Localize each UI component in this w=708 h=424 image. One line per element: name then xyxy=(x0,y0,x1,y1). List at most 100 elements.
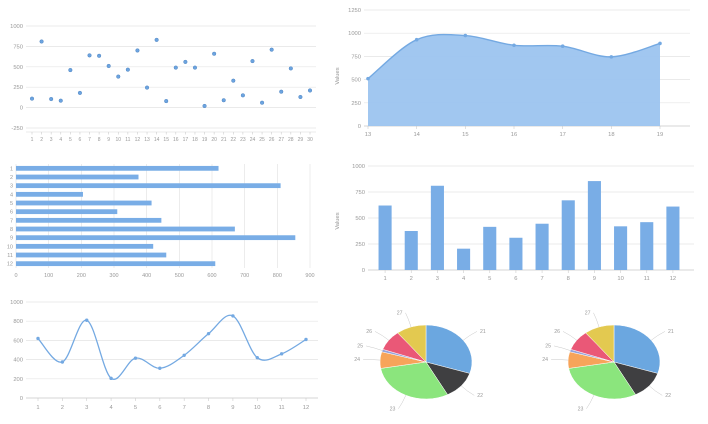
svg-text:400: 400 xyxy=(13,358,23,364)
svg-text:26: 26 xyxy=(366,329,372,335)
svg-text:4: 4 xyxy=(10,192,13,198)
svg-text:3: 3 xyxy=(10,184,13,190)
svg-text:Values: Values xyxy=(335,67,341,84)
svg-text:14: 14 xyxy=(413,132,420,138)
svg-text:4: 4 xyxy=(109,405,113,411)
svg-text:19: 19 xyxy=(202,137,208,143)
svg-text:1: 1 xyxy=(31,137,34,143)
svg-text:5: 5 xyxy=(69,137,72,143)
svg-text:26: 26 xyxy=(554,329,560,335)
svg-text:20: 20 xyxy=(211,137,217,143)
svg-text:900: 900 xyxy=(305,273,314,279)
svg-text:7: 7 xyxy=(88,137,91,143)
svg-text:600: 600 xyxy=(207,273,216,279)
svg-text:27: 27 xyxy=(397,311,403,317)
svg-text:6: 6 xyxy=(514,276,517,282)
svg-text:6: 6 xyxy=(79,137,82,143)
area-canvas: 0 250 500 750 1000 1250 Values 13 14 15 16 17 18 19 xyxy=(335,8,690,138)
svg-text:750: 750 xyxy=(351,54,361,60)
svg-text:200: 200 xyxy=(13,377,23,383)
svg-text:25: 25 xyxy=(357,344,363,350)
svg-text:1000: 1000 xyxy=(10,24,23,30)
svg-text:5: 5 xyxy=(10,201,13,207)
svg-text:750: 750 xyxy=(355,190,365,196)
svg-text:5: 5 xyxy=(134,405,137,411)
svg-text:3: 3 xyxy=(436,276,439,282)
svg-text:30: 30 xyxy=(307,137,313,143)
svg-text:800: 800 xyxy=(273,273,282,279)
pie-charts-panel: 21 22 23 24 25 26 27 21 22 23 24 25 26 27 xyxy=(332,290,708,424)
svg-text:250: 250 xyxy=(355,242,365,248)
svg-text:600: 600 xyxy=(13,338,23,344)
svg-text:3: 3 xyxy=(85,405,88,411)
vertical-bar-chart: 0 250 500 750 1000 Values 1 2 3 4 5 6 7 8 9 10 11 12 xyxy=(332,152,708,290)
svg-text:10: 10 xyxy=(254,405,260,411)
svg-text:3: 3 xyxy=(50,137,53,143)
svg-text:15: 15 xyxy=(462,132,468,138)
svg-text:800: 800 xyxy=(13,319,23,325)
svg-text:29: 29 xyxy=(298,137,304,143)
svg-text:1000: 1000 xyxy=(348,31,361,37)
svg-text:1000: 1000 xyxy=(10,300,23,306)
svg-text:9: 9 xyxy=(231,405,234,411)
svg-text:24: 24 xyxy=(250,137,256,143)
svg-text:8: 8 xyxy=(567,276,570,282)
svg-text:1: 1 xyxy=(383,276,386,282)
svg-text:21: 21 xyxy=(480,329,486,335)
scatter-chart: -250 0 250 500 750 1000 1 2 3 4 5 6 7 8 9 10 11 12 13 14 15 1… xyxy=(0,0,332,152)
svg-text:1: 1 xyxy=(36,405,39,411)
svg-text:12: 12 xyxy=(7,262,13,268)
svg-text:25: 25 xyxy=(545,344,551,350)
svg-text:12: 12 xyxy=(135,137,141,143)
svg-text:16: 16 xyxy=(173,137,179,143)
svg-text:8: 8 xyxy=(98,137,101,143)
pie2-canvas: 21 22 23 24 25 26 27 xyxy=(542,311,674,413)
horizontal-bar-chart: 0 100 200 300 400 500 600 700 800 900 1 2 3 4 5 6 7 8 9 10 1… xyxy=(0,152,332,290)
svg-text:27: 27 xyxy=(585,311,591,317)
svg-text:18: 18 xyxy=(608,132,614,138)
svg-text:-250: -250 xyxy=(11,126,23,132)
svg-text:250: 250 xyxy=(351,101,361,107)
svg-text:7: 7 xyxy=(183,405,186,411)
svg-text:4: 4 xyxy=(462,276,466,282)
svg-text:0: 0 xyxy=(358,124,361,130)
svg-text:23: 23 xyxy=(578,406,584,412)
svg-text:250: 250 xyxy=(13,85,23,91)
svg-text:200: 200 xyxy=(77,273,86,279)
svg-text:17: 17 xyxy=(183,137,189,143)
barh-canvas: 0 100 200 300 400 500 600 700 800 900123456789101… xyxy=(7,164,315,279)
svg-text:12: 12 xyxy=(303,405,309,411)
svg-text:100: 100 xyxy=(44,273,53,279)
svg-text:1000: 1000 xyxy=(352,164,365,170)
svg-text:14: 14 xyxy=(154,137,160,143)
svg-text:8: 8 xyxy=(207,405,210,411)
svg-text:22: 22 xyxy=(231,137,237,143)
svg-text:21: 21 xyxy=(668,329,674,335)
svg-text:2: 2 xyxy=(61,405,64,411)
svg-text:5: 5 xyxy=(488,276,491,282)
svg-text:8: 8 xyxy=(10,227,13,233)
svg-text:11: 11 xyxy=(125,137,130,143)
svg-text:23: 23 xyxy=(240,137,246,143)
svg-text:500: 500 xyxy=(175,273,184,279)
svg-text:10: 10 xyxy=(7,244,13,250)
svg-text:10: 10 xyxy=(115,137,121,143)
pie-chart-2: 21 22 23 24 25 26 27 xyxy=(520,290,708,424)
svg-text:0: 0 xyxy=(20,106,23,112)
svg-text:500: 500 xyxy=(355,216,365,222)
svg-text:7: 7 xyxy=(540,276,543,282)
svg-text:4: 4 xyxy=(59,137,62,143)
svg-text:10: 10 xyxy=(617,276,623,282)
svg-text:28: 28 xyxy=(288,137,294,143)
svg-text:2: 2 xyxy=(410,276,413,282)
svg-text:19: 19 xyxy=(657,132,663,138)
svg-text:1250: 1250 xyxy=(348,8,361,14)
svg-text:24: 24 xyxy=(354,357,360,363)
svg-text:6: 6 xyxy=(10,210,13,216)
svg-text:2: 2 xyxy=(40,137,43,143)
svg-text:500: 500 xyxy=(13,65,23,71)
svg-text:18: 18 xyxy=(192,137,198,143)
svg-text:Values: Values xyxy=(335,212,341,229)
